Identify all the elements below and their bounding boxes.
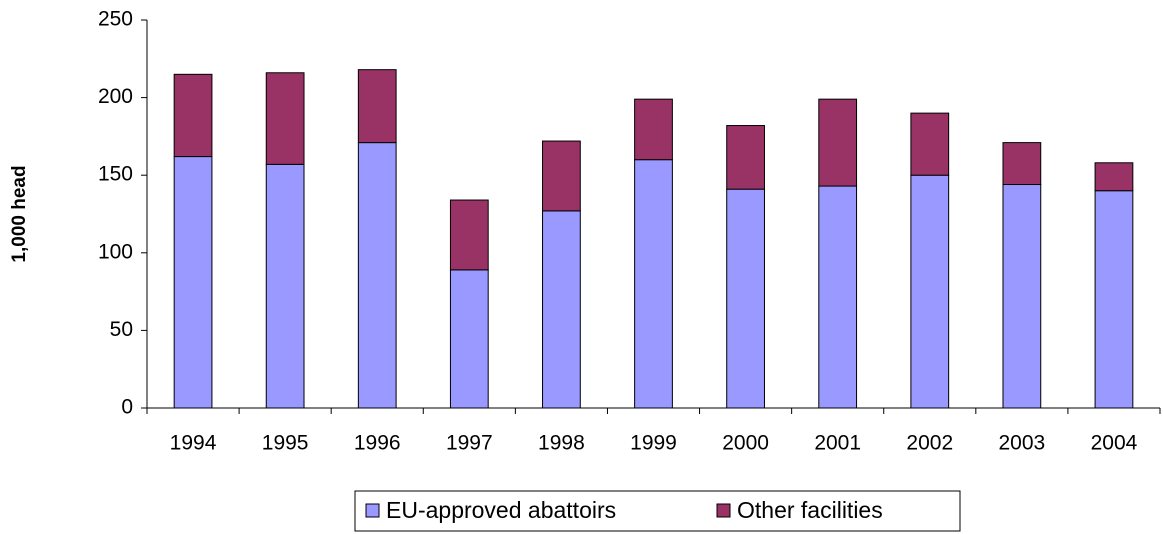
x-tick-label: 2002 (906, 432, 953, 455)
bar-segment (726, 188, 765, 409)
x-tick-label: 1999 (630, 432, 677, 455)
bar-segment (265, 72, 305, 165)
bar-segment (1094, 162, 1134, 192)
y-tick-label: 0 (121, 396, 133, 419)
y-tick-label: 150 (98, 163, 133, 186)
x-tick-label: 1995 (262, 432, 309, 455)
legend-box (354, 490, 961, 532)
legend-label: Other facilities (737, 497, 883, 523)
y-tick-label: 100 (98, 240, 133, 263)
bar-segment (1002, 184, 1042, 409)
bar-segment (357, 69, 397, 144)
bar-segment (634, 98, 673, 161)
bar-segment (818, 185, 858, 409)
bar-segment (1094, 190, 1134, 409)
bar-segment (173, 156, 213, 409)
bar-segment (449, 199, 489, 271)
bar-segment (910, 174, 950, 409)
y-tick-label: 200 (98, 85, 133, 108)
legend-swatch (365, 503, 380, 518)
x-tick-label: 1997 (446, 432, 493, 455)
bar-segment (818, 98, 858, 187)
x-tick-label: 2000 (722, 432, 769, 455)
bar-segment (634, 159, 673, 409)
bar-segment (173, 73, 213, 158)
legend-label: EU-approved abattoirs (386, 497, 616, 523)
y-tick-label: 50 (110, 318, 133, 341)
bar-segment (910, 112, 950, 176)
legend-swatch (716, 503, 731, 518)
x-tick-label: 1998 (538, 432, 585, 455)
x-tick-label: 1996 (354, 432, 401, 455)
x-tick-label: 2004 (1091, 432, 1138, 455)
bar-segment (542, 140, 581, 212)
y-tick-label: 250 (98, 8, 133, 31)
bar-segment (726, 125, 765, 190)
bar-segment (449, 269, 489, 409)
bar-segment (1002, 142, 1042, 186)
bar-segment (265, 163, 305, 409)
x-tick-label: 2001 (814, 432, 861, 455)
x-tick-label: 1994 (170, 432, 217, 455)
bar-segment (357, 142, 397, 409)
bar-segment (542, 210, 581, 409)
y-axis-label: 1,000 head (9, 165, 30, 262)
x-tick-label: 2003 (999, 432, 1046, 455)
